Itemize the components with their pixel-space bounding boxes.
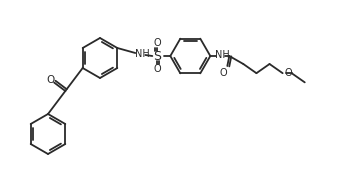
- Text: NH: NH: [135, 49, 150, 59]
- Text: O: O: [153, 64, 161, 74]
- Text: O: O: [220, 68, 227, 78]
- Text: NH: NH: [215, 50, 230, 60]
- Text: S: S: [153, 50, 161, 63]
- Text: O: O: [153, 38, 161, 48]
- Text: O: O: [285, 68, 293, 78]
- Text: O: O: [46, 74, 54, 84]
